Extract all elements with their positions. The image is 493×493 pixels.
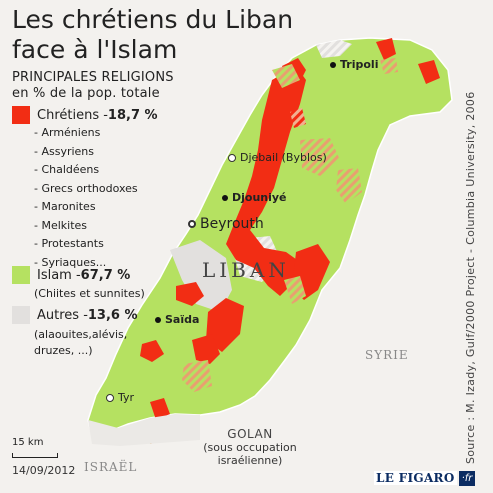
logo-name: LE FIGARO [374,471,457,485]
legend-christians: Chrétiens - 18,7 % [12,106,158,124]
logo-suffix: ·fr [458,470,476,486]
christian-zone-marjayoun [192,334,220,364]
city-djebail-label: Djebail (Byblos) [240,151,327,164]
city-tyr-label: Tyr [118,391,135,404]
others-label: Autres - [37,307,88,323]
list-item: - Maronites [34,200,96,213]
golan-line-1: (sous occupation [203,441,297,454]
subtitle-line-1: PRINCIPALES RELIGIONS [12,70,174,85]
christians-swatch [12,106,30,124]
city-dot-icon [222,194,228,201]
publication-date: 14/09/2012 [12,464,76,477]
city-dot-icon [106,393,114,402]
golan-line-2: israélienne) [217,454,283,467]
christian-zone-hasbaya [150,398,170,420]
city-tyr: Tyr [106,391,134,404]
others-zone-central [170,240,232,312]
list-item: - Chaldéens [34,163,100,176]
scale-bar: 15 km [12,437,58,458]
city-djouniye-label: Djouniyé [232,191,287,204]
islam-value: 67,7 % [80,267,131,283]
capital-circle-icon [188,220,196,228]
scale-bar-line [12,453,58,458]
title-line-1: Les chrétiens du Liban [12,5,294,34]
city-saida: Saïda [155,313,199,326]
others-value: 13,6 % [87,307,138,323]
list-item: - Arméniens [34,126,101,139]
christians-value: 18,7 % [107,107,158,123]
source-note: Source : M. Izady, Gulf/2000 Project - C… [464,84,482,464]
city-tripoli-label: Tripoli [340,58,379,71]
others-note-line-2: druzes, ...) [34,344,93,357]
christian-groups-list: - Arméniens - Assyriens - Chaldéens - Gr… [34,124,138,272]
label-israel: ISRAËL [84,460,138,474]
mixed-zone-8 [290,108,306,128]
christian-zone-mount-lebanon [226,66,306,296]
christian-zone-south-2 [140,340,164,362]
israel-border-area [88,414,200,446]
city-djebail: Djebail (Byblos) [228,151,327,164]
islam-swatch [12,266,30,284]
others-zone-north [316,40,352,58]
city-dot-icon [155,316,161,323]
mixed-zone-3 [272,64,300,88]
label-syrie: SYRIE [365,348,409,362]
legend-others: Autres - 13,6 % [12,306,138,324]
city-dot-icon [330,61,336,68]
christians-label: Chrétiens - [37,107,108,123]
city-tripoli: Tripoli [330,58,378,71]
mixed-zone-4 [284,276,306,304]
list-item: - Protestants [34,237,104,250]
mixed-zone-2 [336,168,362,204]
title-line-2: face à l'Islam [12,35,178,64]
source-text: Source : M. Izady, Gulf/2000 Project - C… [464,91,477,464]
mixed-zone-7 [380,58,398,74]
christian-zone-akkar [376,38,396,60]
golan-title: GOLAN [227,427,273,441]
city-djouniye: Djouniyé [222,191,287,204]
islam-label: Islam - [37,267,81,283]
list-item: - Syriaques... [34,255,107,269]
city-dot-icon [228,153,236,162]
legend-subtitle: PRINCIPALES RELIGIONS en % de la pop. to… [12,70,174,102]
map-title: Les chrétiens du Liban face à l'Islam [12,5,293,65]
city-saida-label: Saïda [165,313,200,326]
le-figaro-logo: LE FIGARO ·fr [374,469,476,487]
mixed-zone-1 [300,138,340,176]
islam-note: (Chiites et sunnites) [34,287,145,300]
city-beyrouth-label: Beyrouth [200,216,264,232]
label-liban: LIBAN [202,258,290,282]
others-note-line-1: (alaouites,alévis, [34,328,128,341]
scale-label: 15 km [12,437,44,448]
list-item: - Grecs orthodoxes [34,181,138,195]
list-item: - Assyriens [34,144,95,158]
christian-zone-south-1 [176,282,204,306]
city-beyrouth: Beyrouth [188,216,264,232]
subtitle-line-2: en % de la pop. totale [12,86,160,101]
list-item: - Melkites [34,218,88,232]
legend-islam: Islam - 67,7 % [12,266,130,284]
christian-zone-qaa [418,60,440,84]
christian-zone-jezzine [206,298,244,352]
others-swatch [12,306,30,324]
golan-label: GOLAN (sous occupation israélienne) [200,427,300,468]
mixed-zone-5 [182,360,212,392]
